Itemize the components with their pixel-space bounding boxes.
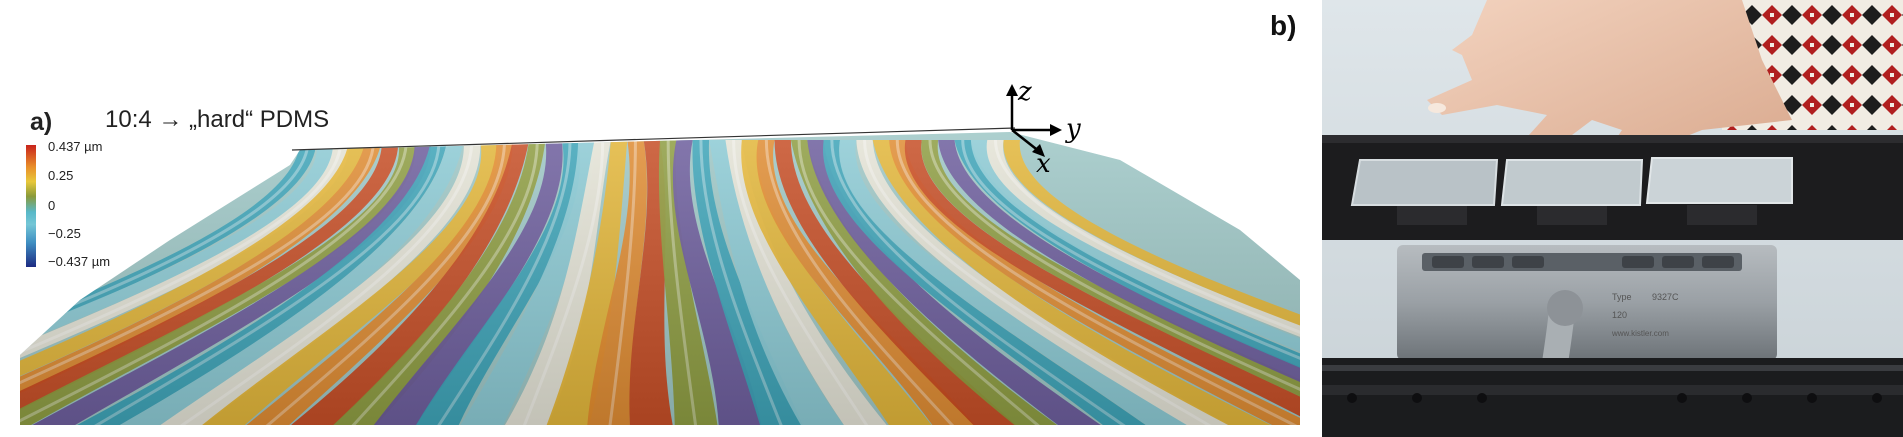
sample-3: [1645, 157, 1793, 204]
sensor-number: 120: [1612, 310, 1627, 320]
surface-topography-render: z y x: [20, 77, 1300, 425]
panel-a-label: a): [30, 108, 53, 136]
hand: [1427, 0, 1792, 165]
panel-a-title: 10:4 → „hard“ PDMS: [105, 106, 330, 133]
reference-line: [291, 127, 1016, 151]
y-axis-label: y: [1065, 114, 1081, 144]
colorbar-max-label: 0.437 µm: [48, 139, 103, 154]
z-axis-label: z: [1017, 77, 1032, 107]
sensor-model: 9327C: [1652, 292, 1679, 302]
axis-triad: z y x: [1006, 77, 1081, 179]
colorbar: [26, 145, 36, 267]
sensor-url: www.kistler.com: [1611, 329, 1669, 338]
colorbar-zero-label: 0: [48, 198, 56, 213]
sample-1: [1350, 159, 1499, 206]
panel-b-label: b): [1270, 10, 1297, 41]
colorbar-min-label: −0.437 µm: [48, 254, 111, 269]
colorbar-label-0-25: 0.25: [48, 168, 74, 183]
panel-a: z y x a) 10:4 → „hard“ PDMS 0.437 µm 0.2…: [20, 77, 1300, 425]
photo-hand-on-sensor: 9327C Type 120 www.kistler.com: [1322, 0, 1903, 437]
sensor-type: Type: [1612, 292, 1632, 302]
x-axis-label: x: [1036, 149, 1051, 179]
colorbar-label-neg-0-25: −0.25: [48, 226, 81, 241]
force-sensor: [1397, 245, 1777, 360]
sample-2: [1500, 159, 1644, 206]
